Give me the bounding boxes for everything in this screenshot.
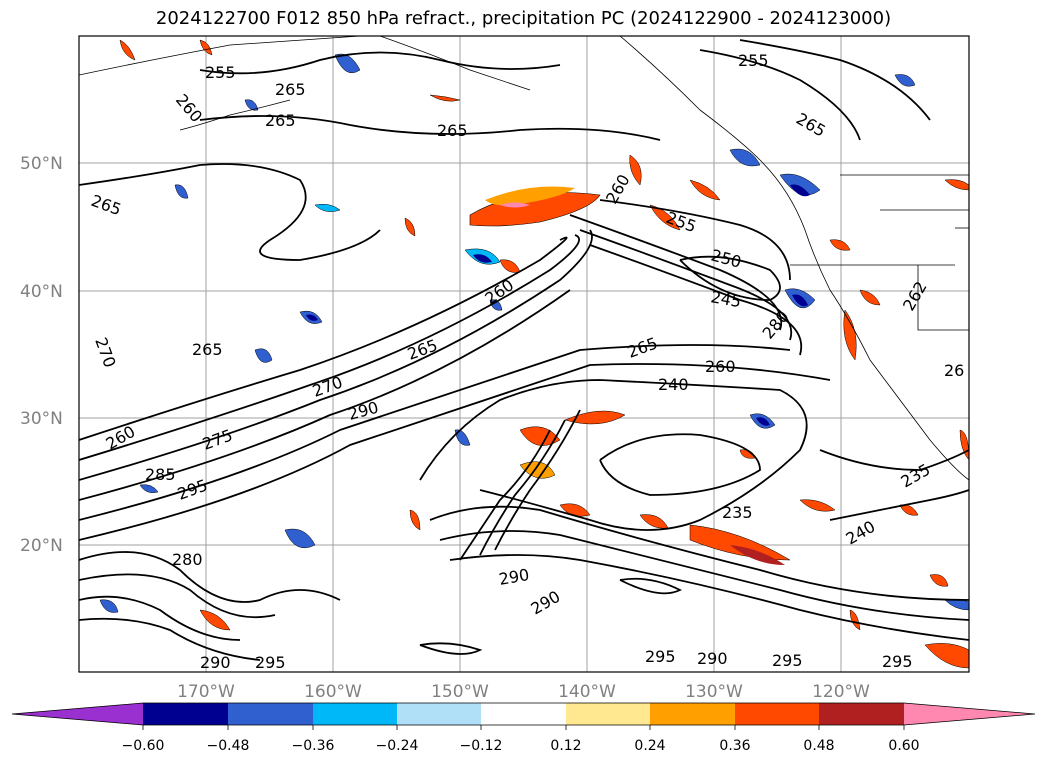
- contour-label: 280: [172, 550, 203, 569]
- graticule: [79, 36, 969, 672]
- colorbar-extend-high: [904, 703, 1035, 725]
- colorbar-segment: [566, 703, 650, 725]
- latitude-labels: 50°N 40°N 30°N 20°N: [20, 154, 63, 556]
- colorbar-tick-label: −0.60: [122, 738, 165, 754]
- contour-label: 265: [437, 121, 468, 140]
- map-title: 2024122700 F012 850 hPa refract., precip…: [155, 8, 892, 29]
- colorbar-tick-label: −0.48: [207, 738, 250, 754]
- colorbar-segment: [228, 703, 313, 725]
- longitude-labels: 170°W 160°W 150°W 140°W 130°W 120°W: [177, 682, 870, 702]
- colorbar-segment: [819, 703, 904, 725]
- contour-label: 285: [145, 465, 176, 484]
- lat-label: 30°N: [20, 409, 63, 429]
- colorbar-segment: [313, 703, 397, 725]
- colorbar-tick-label: −0.36: [292, 738, 335, 754]
- colorbar-tick-label: 0.12: [550, 738, 581, 754]
- colorbar-segment: [143, 703, 228, 725]
- lat-label: 50°N: [20, 154, 63, 174]
- lat-label: 40°N: [20, 282, 63, 302]
- colorbar-tick-label: 0.48: [803, 738, 834, 754]
- contour-label: 290: [200, 653, 231, 672]
- negative-precip-areas: [99, 53, 969, 613]
- colorbar-segment: [397, 703, 481, 725]
- lon-label: 170°W: [177, 682, 235, 702]
- lon-label: 140°W: [558, 682, 616, 702]
- contour-label: 295: [882, 652, 913, 671]
- contour-label: 260: [705, 357, 736, 376]
- colorbar-segment: [735, 703, 819, 725]
- contour-label: 265: [275, 80, 306, 99]
- map-content: 255 260 265 265 265 265 270 265 260 275 …: [79, 36, 969, 672]
- contour-label: 290: [697, 649, 728, 668]
- lon-label: 130°W: [685, 682, 743, 702]
- lat-label: 20°N: [20, 536, 63, 556]
- contour-label: 265: [265, 111, 296, 130]
- colorbar-tick-label: 0.36: [719, 738, 750, 754]
- colorbar-tick-label: 0.60: [888, 738, 919, 754]
- positive-precip-areas: [119, 39, 969, 669]
- contour-label: 295: [645, 647, 676, 666]
- colorbar-segment: [481, 703, 566, 725]
- lon-label: 160°W: [304, 682, 362, 702]
- contour-label: 265: [192, 340, 223, 359]
- colorbar-extend-low: [12, 703, 143, 725]
- refractivity-contours: [79, 39, 969, 661]
- lon-label: 120°W: [812, 682, 870, 702]
- contour-label: 255: [738, 51, 769, 70]
- map-panel: [79, 36, 969, 672]
- lon-label: 150°W: [431, 682, 489, 702]
- colorbar-segment: [650, 703, 735, 725]
- colorbar: −0.60 −0.48 −0.36 −0.24 −0.12 0.12 0.24 …: [11, 702, 1036, 754]
- coastlines: [79, 36, 969, 481]
- contour-label: 26: [944, 361, 964, 380]
- map-border: [78, 35, 970, 673]
- colorbar-tick-label: 0.24: [634, 738, 665, 754]
- contour-label: 240: [658, 375, 689, 394]
- colorbar-tick-label: −0.12: [460, 738, 503, 754]
- colorbar-tick-label: −0.24: [376, 738, 419, 754]
- contour-label: 255: [205, 63, 236, 82]
- contour-label: 295: [255, 653, 286, 672]
- contour-label: 235: [722, 503, 753, 522]
- contour-label: 295: [772, 651, 803, 670]
